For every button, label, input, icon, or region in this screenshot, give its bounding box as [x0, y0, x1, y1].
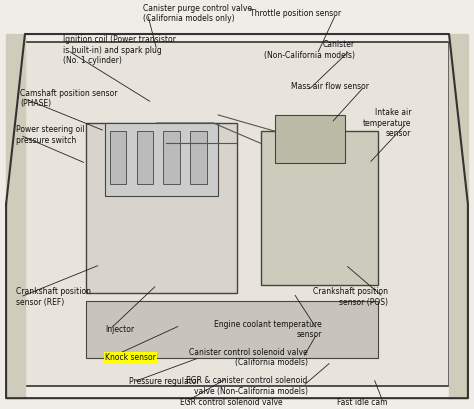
- Text: Crankshaft position
sensor (POS): Crankshaft position sensor (POS): [313, 287, 388, 307]
- Text: Canister
(Non-California models): Canister (Non-California models): [264, 40, 355, 60]
- Text: Crankshaft position
sensor (REF): Crankshaft position sensor (REF): [16, 287, 91, 307]
- Bar: [86, 301, 378, 358]
- Bar: [25, 42, 449, 386]
- Bar: [275, 115, 346, 164]
- Bar: [137, 131, 153, 184]
- Text: Camshaft position sensor
(PHASE): Camshaft position sensor (PHASE): [20, 89, 118, 108]
- Bar: [261, 131, 378, 285]
- Bar: [86, 123, 237, 293]
- Text: EGR & canister control solenoid
valve (Non-California models): EGR & canister control solenoid valve (N…: [186, 376, 308, 396]
- Text: Knock sensor: Knock sensor: [105, 353, 156, 362]
- Bar: [164, 131, 180, 184]
- Text: Intake air
temperature
sensor: Intake air temperature sensor: [363, 108, 411, 138]
- Bar: [191, 131, 207, 184]
- Text: Power steering oil
pressure switch: Power steering oil pressure switch: [16, 126, 84, 145]
- Text: Canister control solenoid valve
(California models): Canister control solenoid valve (Califor…: [189, 348, 308, 367]
- Text: Pressure regulator: Pressure regulator: [128, 378, 200, 387]
- Polygon shape: [6, 34, 25, 398]
- Polygon shape: [449, 34, 468, 398]
- Text: Injector: Injector: [105, 325, 134, 334]
- Text: Ignition coil (Power transistor
is built-in) and spark plug
(No. 1 cylinder): Ignition coil (Power transistor is built…: [63, 35, 175, 65]
- Text: Canister purge control valve
(California models only): Canister purge control valve (California…: [143, 4, 252, 23]
- Bar: [110, 131, 126, 184]
- Text: Mass air flow sensor: Mass air flow sensor: [291, 82, 369, 91]
- Text: Throttle position sensor: Throttle position sensor: [249, 9, 341, 18]
- Bar: [105, 123, 218, 196]
- Text: Fast idle cam: Fast idle cam: [337, 398, 388, 407]
- Text: EGR control solenoid valve: EGR control solenoid valve: [181, 398, 283, 407]
- Text: Engine coolant temperature
sensor: Engine coolant temperature sensor: [214, 320, 322, 339]
